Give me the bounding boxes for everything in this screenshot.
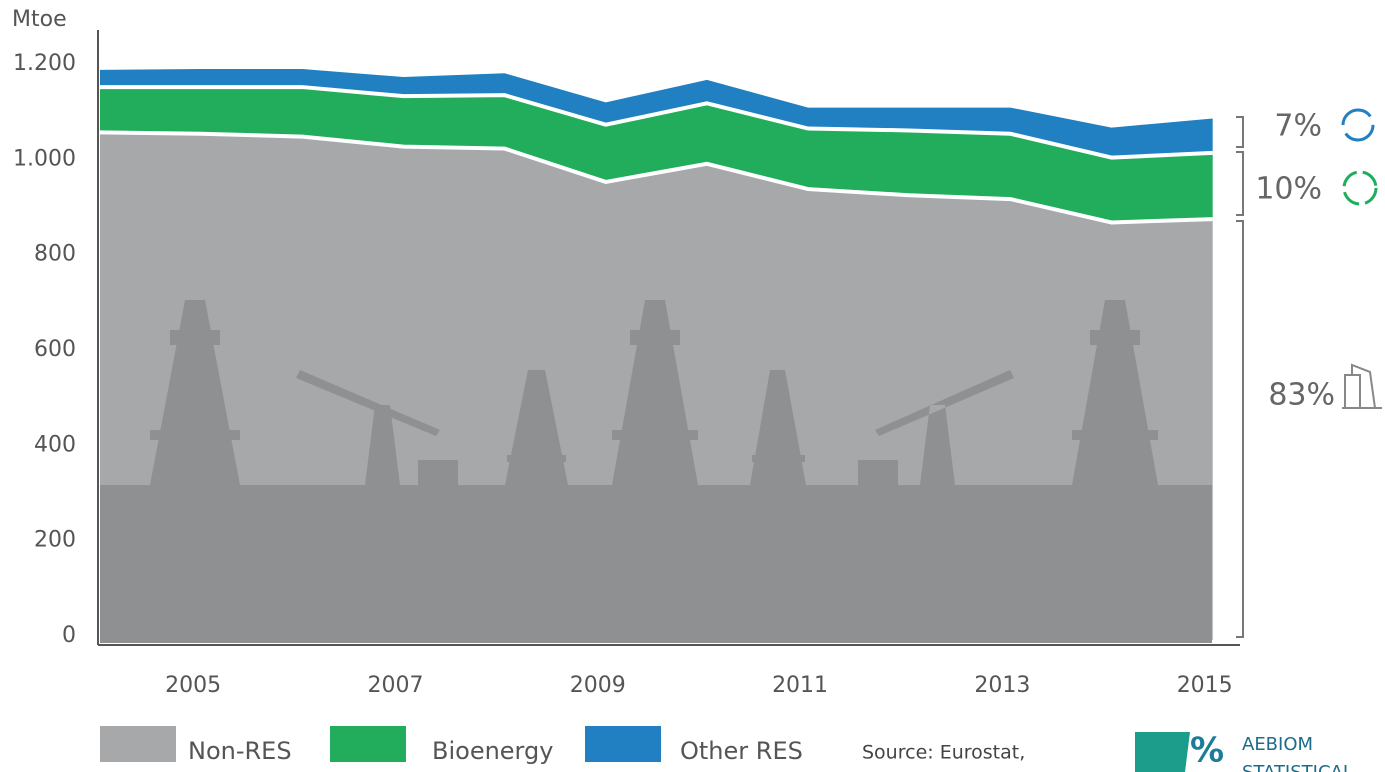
- x-tick-label: 2013: [974, 673, 1030, 698]
- y-tick-label: 800: [34, 242, 76, 267]
- logo-mark: %: [1190, 731, 1224, 771]
- pumpjack: [858, 370, 1014, 485]
- x-tick-label: 2011: [772, 673, 828, 698]
- logo-text: STATISTICAL: [1242, 762, 1353, 772]
- bracket: [1236, 151, 1244, 216]
- legend-label: Other RES: [680, 737, 803, 765]
- legend-swatch: [585, 726, 661, 762]
- annotation: 83%: [1268, 378, 1335, 413]
- y-tick-label: 1.200: [13, 51, 76, 76]
- x-tick-label: 2005: [165, 673, 221, 698]
- bracket: [1236, 116, 1244, 148]
- separator-line: [99, 130, 1213, 225]
- icon-bio: [1342, 170, 1378, 206]
- y-tick-label: 1.000: [13, 146, 76, 171]
- icon-other: [1341, 108, 1375, 142]
- legend-label: Bioenergy: [432, 737, 553, 765]
- annotation: 10%: [1255, 172, 1322, 207]
- bracket: [1236, 220, 1244, 638]
- y-tick-label: 600: [34, 337, 76, 362]
- area: [100, 87, 1213, 223]
- x-tick-label: 2007: [367, 673, 423, 698]
- legend-label: Non-RES: [188, 737, 292, 765]
- x-tick-label: 2009: [570, 673, 626, 698]
- source: Source: Eurostat,: [862, 742, 1025, 764]
- y-tick-label: 200: [34, 528, 76, 553]
- y-axis-label: Mtoe: [12, 7, 67, 32]
- x-tick-label: 2015: [1177, 673, 1233, 698]
- ground-decoration: [100, 300, 1212, 643]
- brackets: [1236, 116, 1244, 638]
- derrick: [150, 300, 240, 485]
- legend-swatch: [100, 726, 176, 762]
- y-tick-label: 0: [62, 623, 76, 648]
- annotation: 7%: [1274, 109, 1322, 144]
- y-tick-label: 400: [34, 432, 76, 457]
- pumpjack: [296, 370, 458, 485]
- logo-map: [1135, 732, 1190, 772]
- icon-oil: [1342, 363, 1382, 409]
- derrick: [505, 370, 568, 485]
- separators: [99, 85, 1213, 225]
- derrick: [612, 300, 698, 485]
- ground: [100, 485, 1212, 643]
- derrick: [1072, 300, 1158, 485]
- legend-swatch: [330, 726, 406, 762]
- logo-text: AEBIOM: [1242, 734, 1313, 755]
- legend: Non-RES Bioenergy Other RES: [100, 726, 803, 765]
- separator-line: [100, 85, 1213, 160]
- derrick: [750, 370, 806, 485]
